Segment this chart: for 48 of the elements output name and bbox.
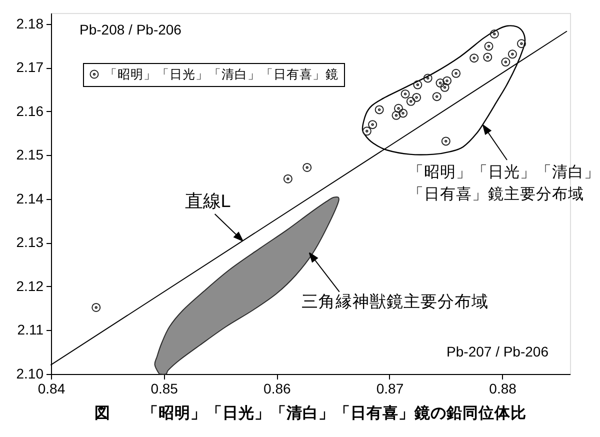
point: [283, 174, 292, 184]
point: [432, 92, 442, 102]
point: [392, 110, 401, 120]
point: [452, 68, 461, 78]
point: [412, 92, 422, 102]
y-tick-label: 2.14: [16, 190, 44, 206]
x-tick-label: 0.86: [264, 380, 291, 396]
x-tick-label: 0.85: [150, 380, 178, 396]
point: [508, 50, 517, 59]
point: [406, 96, 416, 106]
y-tick-label: 2.10: [16, 366, 44, 382]
point: [490, 30, 499, 39]
point: [483, 52, 492, 62]
x-tick-label: 0.87: [376, 380, 404, 396]
y-tick-label: 2.15: [16, 146, 44, 163]
y-tick-label: 2.17: [16, 59, 44, 76]
x-axis-title: Pb-207 / Pb-206: [446, 344, 549, 360]
point: [400, 89, 410, 98]
point: [441, 136, 450, 146]
point: [413, 80, 422, 90]
point: [374, 105, 384, 114]
point: [501, 58, 510, 67]
y-tick-label: 2.16: [16, 102, 44, 119]
point: [440, 82, 450, 92]
point: [442, 76, 452, 86]
y-tick-label: 2.18: [16, 15, 44, 32]
annotation: 「昭明」「日光」「清白」「日有喜」鏡主要分布域: [408, 163, 600, 203]
annotation: 三角縁神獣鏡主要分布域: [301, 292, 488, 311]
y-tick-label: 2.11: [17, 322, 44, 338]
point: [423, 74, 432, 83]
y-axis-title: Pb-208 / Pb-206: [80, 22, 182, 38]
y-tick-label: 2.13: [16, 234, 44, 250]
point: [470, 54, 479, 63]
legend-label: 「昭明」「日光」「清白」「日有喜」鏡: [104, 67, 338, 82]
point: [368, 120, 378, 130]
annotation: 直線L: [184, 190, 231, 211]
text: 図 「昭明」「日光」「清白」「日有喜」鏡の鉛同位体比: [94, 404, 526, 422]
point: [302, 162, 312, 172]
point: [92, 302, 101, 312]
point: [394, 104, 404, 113]
x-tick-label: 0.88: [489, 380, 517, 396]
y-tick-label: 2.12: [16, 278, 44, 294]
point: [362, 126, 372, 136]
point: [436, 78, 445, 88]
point: [398, 108, 408, 118]
point: [484, 42, 494, 51]
point: [516, 39, 526, 48]
x-tick-label: 0.84: [38, 380, 66, 396]
